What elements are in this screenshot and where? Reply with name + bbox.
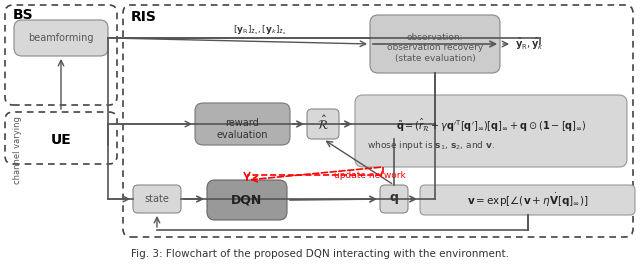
Text: UE: UE (51, 133, 72, 147)
FancyBboxPatch shape (307, 109, 339, 139)
Text: RIS: RIS (131, 10, 157, 24)
FancyBboxPatch shape (207, 180, 287, 220)
Text: beamforming: beamforming (28, 33, 93, 43)
Text: (state evaluation): (state evaluation) (395, 54, 476, 64)
Text: state: state (145, 194, 170, 204)
Text: observation recovery: observation recovery (387, 44, 483, 53)
Text: BS: BS (13, 8, 34, 22)
FancyBboxPatch shape (14, 20, 108, 56)
Text: evaluation: evaluation (217, 130, 268, 140)
Text: reward: reward (226, 118, 259, 128)
Text: $\mathbf{v} = \exp[\angle(\mathbf{v} + \eta\dot{\mathbf{V}}[\mathbf{q}]_\infty)]: $\mathbf{v} = \exp[\angle(\mathbf{v} + \… (467, 191, 588, 209)
Text: update network: update network (334, 171, 406, 180)
Text: $\hat{\mathbf{y}}_\mathsf{R}, \hat{\mathbf{y}}_k$: $\hat{\mathbf{y}}_\mathsf{R}, \hat{\math… (515, 36, 544, 52)
FancyBboxPatch shape (195, 103, 290, 145)
FancyBboxPatch shape (420, 185, 635, 215)
FancyBboxPatch shape (355, 95, 627, 167)
FancyBboxPatch shape (370, 15, 500, 73)
Text: Fig. 3: Flowchart of the proposed DQN interacting with the environment.: Fig. 3: Flowchart of the proposed DQN in… (131, 249, 509, 259)
Text: observation:: observation: (407, 32, 463, 41)
Text: $\hat{\mathcal{R}}$: $\hat{\mathcal{R}}$ (317, 115, 329, 133)
Text: channel varying: channel varying (13, 116, 22, 184)
Text: whose input is $\mathbf{s}_1$, $\mathbf{s}_2$, and $\mathbf{v}$.: whose input is $\mathbf{s}_1$, $\mathbf{… (367, 139, 495, 152)
FancyBboxPatch shape (380, 185, 408, 213)
Text: DQN: DQN (232, 194, 262, 206)
Text: $\mathbf{q}$: $\mathbf{q}$ (389, 192, 399, 206)
Text: $[\mathbf{y}_\mathsf{R}]_{\mathcal{I}_s}, [\mathbf{y}_k]_{\mathcal{I}_s}$: $[\mathbf{y}_\mathsf{R}]_{\mathcal{I}_s}… (233, 23, 287, 37)
FancyBboxPatch shape (133, 185, 181, 213)
Text: $\tilde{\mathbf{q}} = (\hat{r}_\mathcal{R} + \gamma\mathbf{q}^{\prime\mathsf{T}}: $\tilde{\mathbf{q}} = (\hat{r}_\mathcal{… (396, 116, 586, 134)
